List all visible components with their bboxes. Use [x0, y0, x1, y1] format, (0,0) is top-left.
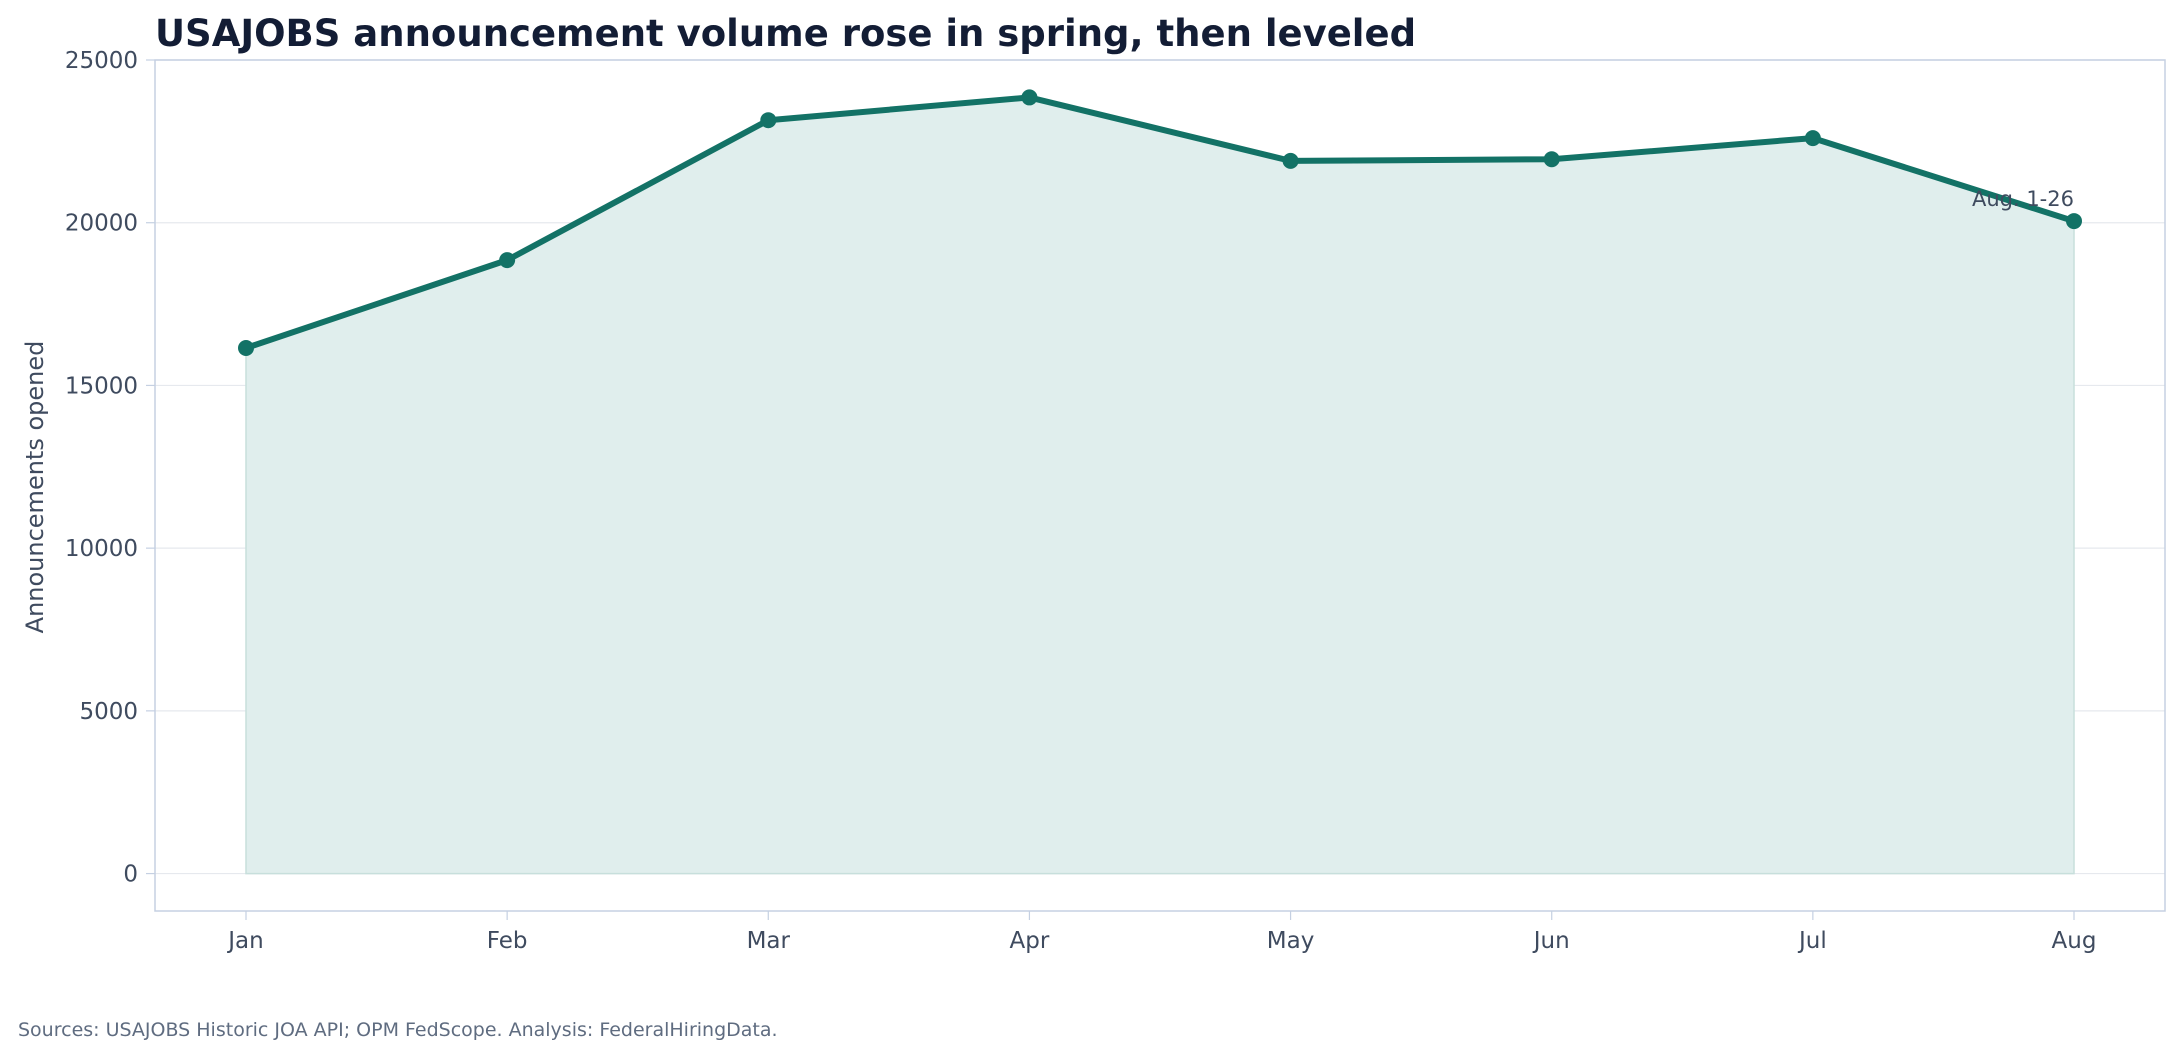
x-tick-label: Feb	[487, 928, 528, 954]
data-point	[2066, 213, 2082, 230]
x-tick-label: Mar	[747, 928, 791, 954]
data-point	[238, 340, 254, 357]
plot-border	[154, 59, 2166, 912]
x-tick-label: Aug	[2052, 928, 2097, 954]
chart-title: USAJOBS announcement volume rose in spri…	[155, 12, 1416, 55]
x-axis-ticks: Jan Feb Mar Apr May Jun Jul Aug	[226, 911, 2096, 954]
y-tick-label: 20000	[65, 211, 138, 237]
y-tick-label: 15000	[65, 373, 138, 399]
data-point	[760, 112, 777, 129]
data-point	[1282, 152, 1299, 169]
y-tick-label: 5000	[79, 699, 138, 725]
x-tick-label: Apr	[1010, 928, 1050, 954]
x-tick-label: May	[1267, 928, 1315, 954]
data-points	[238, 89, 2082, 357]
x-tick-label: Jul	[1797, 928, 1827, 954]
plot-frame	[154, 59, 2166, 912]
y-tick-label: 25000	[65, 48, 138, 74]
data-point	[1543, 151, 1560, 168]
x-tick-label: Jun	[1532, 928, 1570, 954]
series-line	[243, 94, 2077, 352]
data-point	[499, 252, 516, 269]
series-line-layer	[243, 94, 2077, 352]
y-axis-ticks: 0 5000 10000 15000 20000 25000	[65, 48, 155, 888]
y-axis-label: Announcements opened	[21, 341, 49, 634]
data-point	[1021, 89, 1038, 106]
annotation-label: Aug. 1-26	[1972, 187, 2074, 211]
annotations: Aug. 1-26	[1972, 187, 2074, 211]
y-tick-label: 0	[123, 862, 138, 888]
data-point	[1804, 130, 1821, 147]
y-tick-label: 10000	[65, 536, 138, 562]
area-fill-layer	[245, 96, 2075, 875]
area-fill	[245, 96, 2075, 875]
source-note: Sources: USAJOBS Historic JOA API; OPM F…	[18, 1019, 778, 1041]
x-tick-label: Jan	[226, 928, 263, 954]
